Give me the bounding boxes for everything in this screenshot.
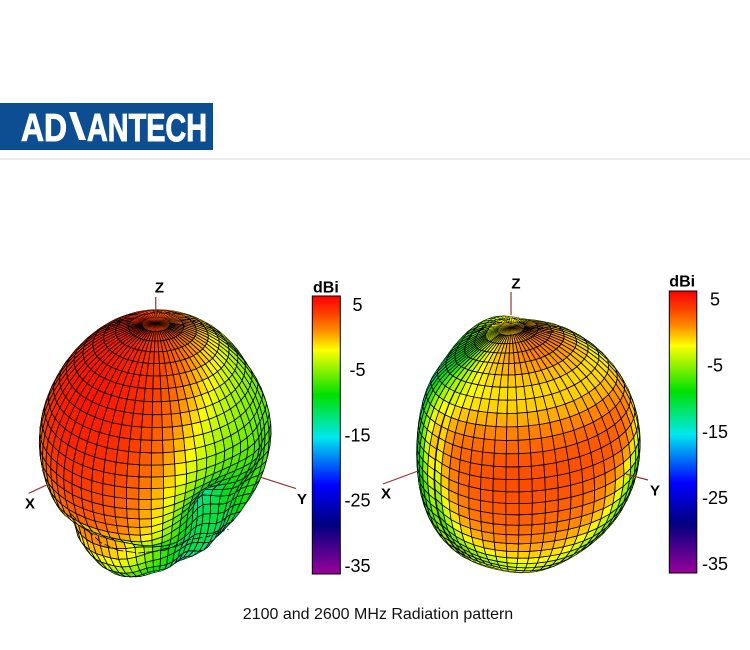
svg-text:X: X [381, 486, 391, 503]
svg-text:X: X [25, 496, 35, 513]
svg-text:Z: Z [511, 276, 520, 293]
svg-text:dBi: dBi [313, 279, 339, 296]
svg-text:-25: -25 [702, 488, 728, 508]
svg-text:5: 5 [352, 295, 362, 315]
svg-text:-5: -5 [707, 356, 723, 376]
svg-text:-35: -35 [702, 554, 728, 574]
svg-text:-5: -5 [349, 360, 365, 380]
svg-text:AD: AD [21, 107, 67, 150]
svg-text:dBi: dBi [669, 274, 695, 291]
svg-text:5: 5 [710, 290, 720, 310]
svg-text:Y: Y [297, 491, 307, 508]
svg-text:-15: -15 [702, 422, 728, 442]
svg-text:Y: Y [650, 483, 660, 500]
svg-text:-35: -35 [344, 556, 370, 576]
svg-text:-15: -15 [344, 426, 370, 446]
svg-text:ANTECH: ANTECH [87, 107, 207, 150]
svg-text:Z: Z [155, 280, 164, 297]
svg-text:-25: -25 [344, 491, 370, 511]
